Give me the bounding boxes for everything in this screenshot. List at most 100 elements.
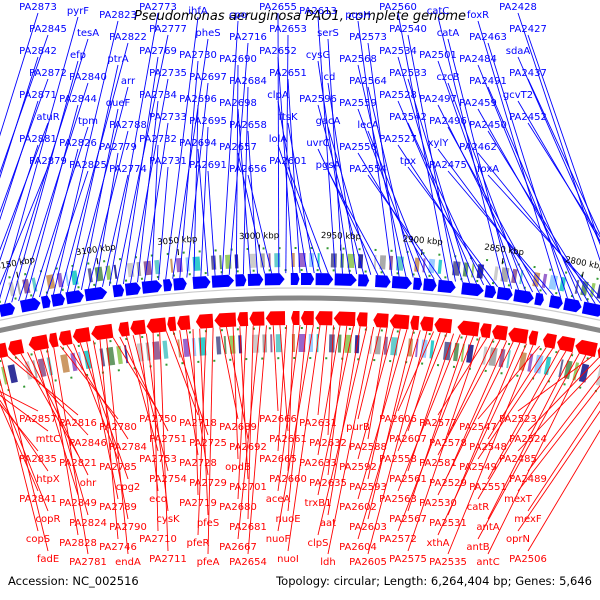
reverse-gene-arrow bbox=[72, 327, 91, 344]
forward-label-connector bbox=[25, 104, 79, 300]
reverse-cog-block bbox=[415, 338, 419, 358]
forward-label-connector bbox=[407, 78, 470, 284]
reverse-gene-label: PA2607 bbox=[389, 434, 427, 445]
reverse-cog-block bbox=[407, 338, 414, 357]
reverse-label-connector bbox=[132, 335, 169, 472]
reverse-gene-label: PA2725 bbox=[189, 438, 227, 449]
genome-summary-label: Topology: circular; Length: 6,264,404 bp… bbox=[276, 574, 592, 588]
forward-gene-label: queF bbox=[106, 98, 131, 109]
reverse-gene-label: PA2605 bbox=[349, 557, 387, 568]
reverse-label-connector bbox=[477, 350, 567, 500]
reverse-gene-label: PA2660 bbox=[269, 474, 307, 485]
reverse-gene-arrow bbox=[420, 316, 434, 332]
forward-gene-arrow bbox=[534, 292, 544, 306]
reverse-label-connector bbox=[219, 327, 239, 420]
forward-gene-label: PA2652 bbox=[259, 46, 297, 57]
reverse-label-connector bbox=[487, 346, 547, 440]
forward-label-connector bbox=[287, 78, 301, 274]
reverse-gene-label: PA2661 bbox=[269, 434, 307, 445]
scale-tick-label: 2900 kbp bbox=[402, 234, 443, 247]
forward-gene-label: serS bbox=[317, 28, 339, 39]
forward-gene-label: ftsK bbox=[278, 112, 297, 123]
reverse-gene-label: PA2710 bbox=[139, 534, 177, 545]
map-title: Pseudomonas aeruginosa PAO1, complete ge… bbox=[133, 9, 467, 24]
reverse-label-connector bbox=[237, 325, 261, 540]
reverse-gene-arrow bbox=[58, 330, 73, 346]
forward-cog-block bbox=[596, 284, 600, 299]
reverse-label-connector bbox=[185, 329, 209, 476]
forward-gene-arrow bbox=[496, 286, 513, 301]
forward-gene-arrow bbox=[423, 278, 437, 292]
scale-tick-label: 3000 kbp bbox=[239, 231, 279, 242]
reverse-label-connector bbox=[357, 327, 381, 420]
reverse-label-connector bbox=[327, 326, 361, 516]
reverse-label-connector bbox=[59, 345, 119, 420]
reverse-label-connector bbox=[357, 329, 408, 500]
reverse-gene-label: mexT bbox=[504, 494, 533, 505]
reverse-gene-arrow bbox=[557, 336, 576, 353]
reverse-gene-label: PA2535 bbox=[429, 557, 467, 568]
forward-label-connector bbox=[287, 122, 315, 274]
forward-gene-label: PA2842 bbox=[19, 46, 57, 57]
forward-gene-label: PA2491 bbox=[469, 76, 507, 87]
reverse-cog-block bbox=[162, 340, 169, 359]
forward-gene-label: PA2568 bbox=[339, 54, 377, 65]
forward-label-connector bbox=[437, 60, 520, 291]
forward-cog-block bbox=[56, 272, 64, 288]
reverse-label-connector bbox=[33, 350, 79, 496]
reverse-gene-arrow bbox=[118, 321, 130, 337]
forward-cog-block bbox=[347, 253, 355, 269]
forward-label-connector bbox=[247, 130, 258, 274]
reverse-gene-label: PA2666 bbox=[259, 414, 297, 425]
reverse-label-connector bbox=[0, 378, 39, 532]
forward-gene-label: PA2655 bbox=[259, 2, 297, 13]
reverse-gene-arrow bbox=[146, 317, 167, 333]
reverse-gene-label: PA2572 bbox=[379, 534, 417, 545]
forward-label-connector bbox=[277, 144, 322, 274]
forward-gene-arrow bbox=[50, 293, 65, 307]
reverse-gene-label: endA bbox=[115, 557, 141, 568]
reverse-label-connector bbox=[199, 328, 209, 516]
forward-gene-label: pqsH bbox=[345, 10, 370, 21]
reverse-label-connector bbox=[367, 329, 415, 520]
forward-gene-label: PA2826 bbox=[59, 138, 97, 149]
reverse-gene-arrow bbox=[130, 319, 147, 335]
reverse-gene-label: PA2531 bbox=[429, 518, 467, 529]
reverse-label-connector bbox=[517, 356, 593, 412]
forward-label-connector bbox=[144, 122, 169, 282]
reverse-cog-block bbox=[70, 352, 78, 372]
reverse-gene-arrow bbox=[508, 327, 529, 344]
forward-gene-label: PA2733 bbox=[149, 112, 187, 123]
reverse-label-connector bbox=[477, 353, 580, 540]
reverse-gene-arrow bbox=[291, 311, 300, 326]
reverse-label-connector bbox=[152, 332, 159, 532]
forward-gene-label: PA2452 bbox=[509, 112, 547, 123]
reverse-label-connector bbox=[317, 325, 354, 496]
forward-gene-arrow bbox=[375, 275, 391, 288]
reverse-gene-label: PA2821 bbox=[59, 458, 97, 469]
reverse-cog-block bbox=[488, 347, 498, 367]
reverse-cog-block bbox=[223, 336, 227, 355]
reverse-label-connector bbox=[317, 325, 341, 456]
forward-label-connector bbox=[52, 20, 119, 295]
forward-label-connector bbox=[108, 12, 159, 286]
reverse-gene-label: cpg2 bbox=[116, 482, 141, 493]
forward-label-connector bbox=[66, 64, 119, 293]
forward-gene-label: PA2601 bbox=[269, 156, 307, 167]
forward-gene-label: PA2450 bbox=[469, 120, 507, 131]
forward-gene-arrow bbox=[173, 277, 187, 291]
reverse-gene-label: pfeA bbox=[197, 557, 220, 568]
forward-label-connector bbox=[235, 64, 239, 275]
reverse-gene-label: PA2606 bbox=[379, 414, 417, 425]
forward-gene-label: catA bbox=[437, 28, 460, 39]
forward-gene-label: PA2873 bbox=[19, 2, 57, 13]
forward-gene-label: PA2694 bbox=[179, 138, 217, 149]
forward-gene-arrow bbox=[112, 284, 125, 298]
reverse-gene-label: PA2746 bbox=[99, 542, 137, 553]
reverse-cog-block bbox=[390, 337, 399, 356]
reverse-gene-arrow bbox=[49, 332, 59, 348]
forward-cog-block bbox=[87, 268, 93, 283]
forward-label-connector bbox=[237, 108, 251, 274]
reverse-label-connector bbox=[0, 403, 39, 452]
reverse-label-connector bbox=[367, 327, 388, 440]
